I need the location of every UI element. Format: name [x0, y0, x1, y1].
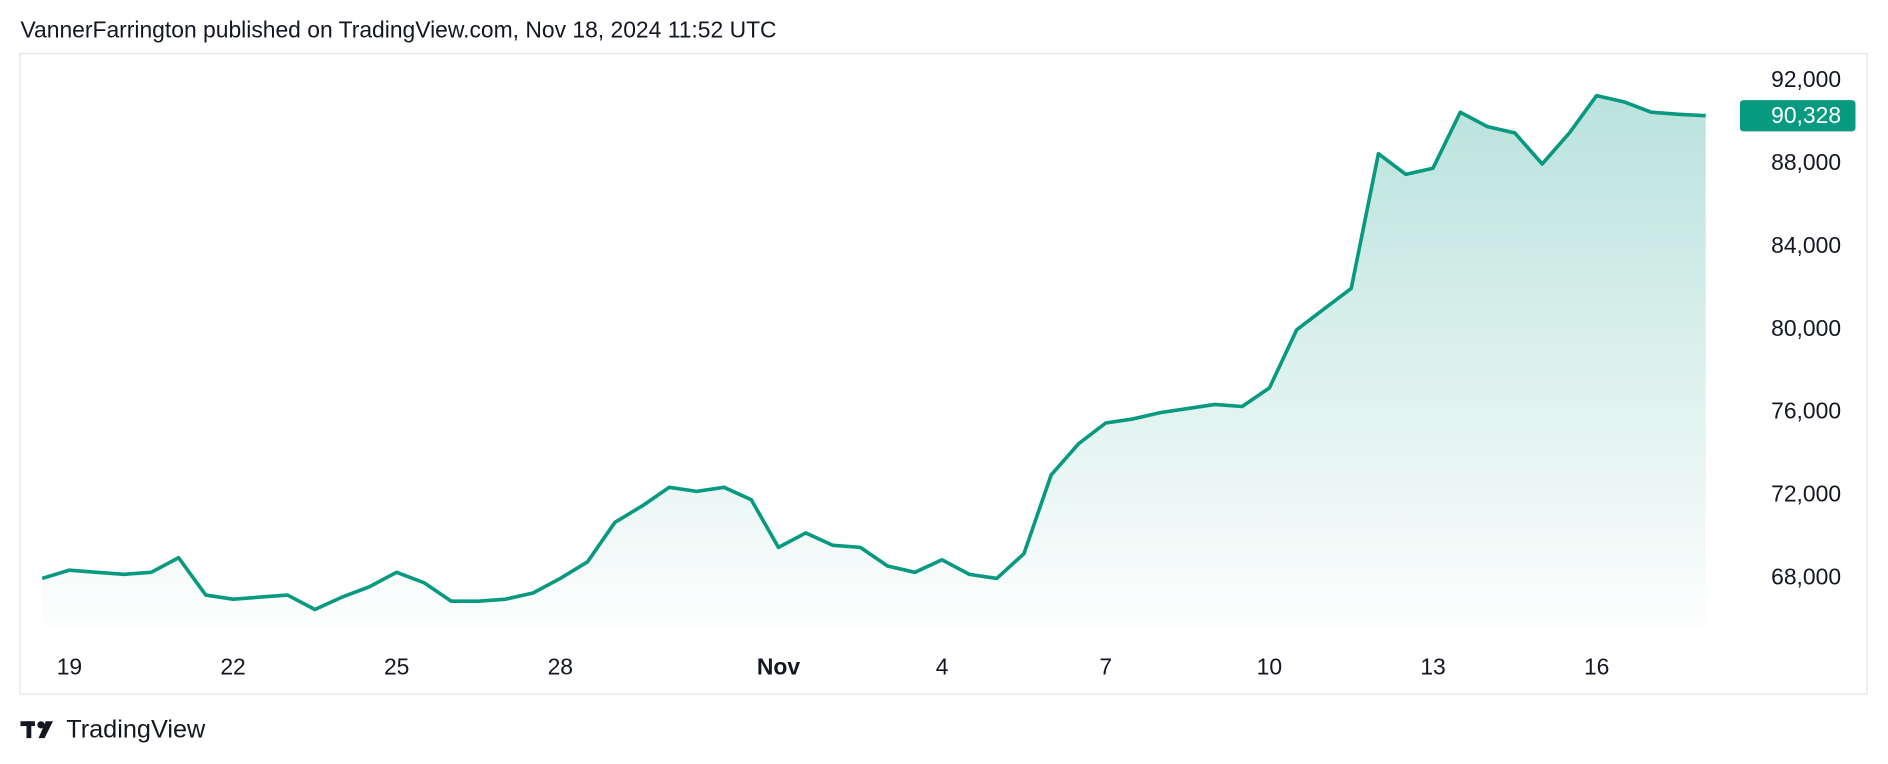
x-tick-label: 4: [936, 653, 949, 679]
x-tick-label: 19: [57, 653, 82, 679]
x-tick-label: 16: [1584, 653, 1609, 679]
footer: TradingView: [66, 716, 206, 744]
y-tick-label: 80,000: [1771, 315, 1841, 341]
header: VannerFarrington published on TradingVie…: [20, 16, 776, 42]
y-tick-label: 88,000: [1771, 149, 1841, 175]
area: [42, 95, 1706, 627]
frame: [19, 52, 1868, 695]
y-tick-label: 72,000: [1771, 481, 1841, 507]
y-tick-label: 68,000: [1771, 564, 1841, 590]
y-tick-label: 84,000: [1771, 232, 1841, 258]
price-line: [41, 93, 1706, 612]
logo: [20, 721, 53, 739]
x-tick-label: 10: [1257, 653, 1282, 679]
y-tick-label: 76,000: [1771, 398, 1841, 424]
x-tick-label: 22: [220, 653, 245, 679]
x-tick-label: Nov: [757, 653, 800, 679]
last-price-label: 90,328: [1771, 102, 1841, 128]
last-price-badge: [1739, 100, 1856, 132]
x-tick-label: 13: [1420, 653, 1445, 679]
x-tick-label: 25: [384, 653, 409, 679]
x-tick-label: 7: [1099, 653, 1112, 679]
x-tick-label: 28: [548, 653, 573, 679]
y-tick-label: 92,000: [1771, 66, 1841, 92]
